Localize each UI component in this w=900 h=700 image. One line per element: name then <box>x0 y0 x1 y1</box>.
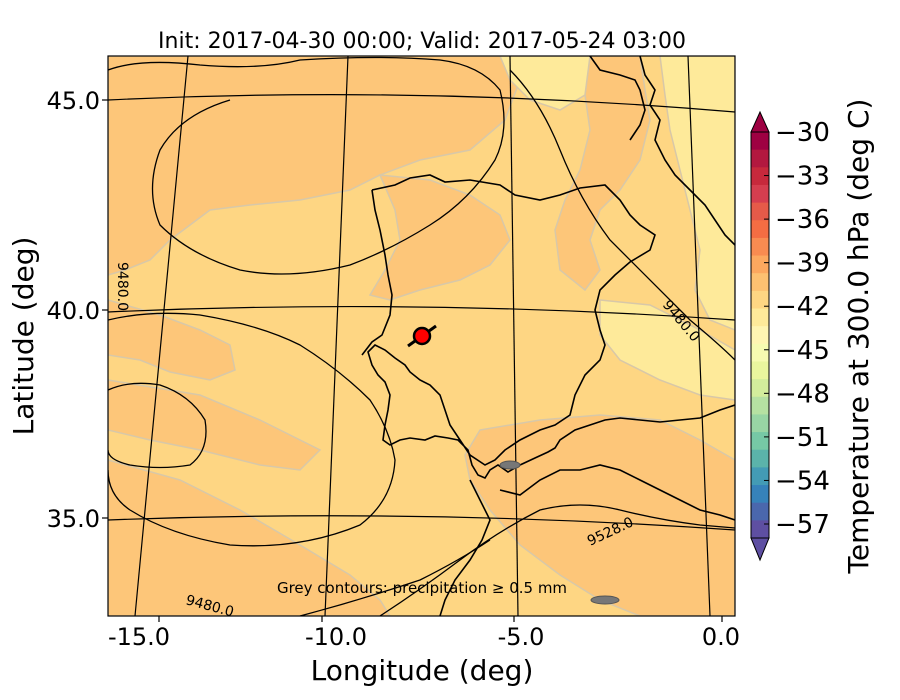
colorbar-tick-label: −48 <box>775 379 830 409</box>
temperature-fill-warm <box>108 56 735 616</box>
colorbar-segment <box>751 502 769 521</box>
height-contours <box>108 56 735 616</box>
colorbar-tick-label: −42 <box>775 292 830 322</box>
y-axis-label: Latitude (deg) <box>7 237 40 436</box>
colorbar-tick-label: −36 <box>775 205 830 235</box>
point-marker <box>407 324 437 348</box>
colorbar-segment <box>751 326 769 345</box>
colorbar-tick-label: −39 <box>775 249 830 279</box>
colorbar-segment <box>751 220 769 239</box>
colorbar-tick-label: −57 <box>775 510 830 540</box>
colorbar-tick-label: −51 <box>775 423 830 453</box>
colorbar-segment <box>751 449 769 468</box>
x-tick-label: -10.0 <box>305 623 367 651</box>
colorbar-segment <box>751 361 769 380</box>
colorbar-label: Temperature at 300.0 hPa (deg C) <box>842 99 875 575</box>
tick-marks <box>102 99 723 622</box>
temperature-fill-cool <box>499 56 735 401</box>
colorbar-tick-label: −45 <box>775 336 830 366</box>
x-tick-label: -5.0 <box>498 623 545 651</box>
colorbar-segment <box>751 184 769 204</box>
colorbar-segments <box>751 132 769 539</box>
y-tick-labels: 45.0 40.0 35.0 <box>47 87 100 533</box>
colorbar-segment <box>751 149 769 168</box>
colorbar-segment <box>751 520 769 539</box>
x-axis-label: Longitude (deg) <box>311 654 534 687</box>
colorbar-extend-top <box>750 110 770 133</box>
colorbar-segment <box>751 255 769 274</box>
y-tick-label: 40.0 <box>47 297 100 325</box>
colorbar-segment <box>751 132 769 151</box>
x-tick-labels: -15.0 -10.0 -5.0 0.0 <box>108 623 740 651</box>
colorbar-segment <box>751 290 769 310</box>
colorbar-tick-label: −54 <box>775 466 830 496</box>
colorbar-segment <box>751 485 769 504</box>
map-frame <box>107 55 736 617</box>
colorbar-segment <box>751 379 769 398</box>
precipitation-annotation: Grey contours: precipitation ≥ 0.5 mm <box>277 579 567 597</box>
colorbar-segment <box>751 273 769 292</box>
colorbar-segment <box>751 308 769 327</box>
figure-title: Init: 2017-04-30 00:00; Valid: 2017-05-2… <box>158 29 686 54</box>
colorbar-segment <box>751 167 769 186</box>
colorbar: −30 −33 −36 −39 −42 −45 −48 −51 −54 −57 <box>750 110 830 562</box>
colorbar-segment <box>751 432 769 451</box>
colorbar-segment <box>751 467 769 486</box>
coastlines <box>361 56 735 616</box>
colorbar-extend-bottom <box>750 537 770 562</box>
contour-label: 9480.0 <box>114 262 130 311</box>
x-tick-label: 0.0 <box>702 623 740 651</box>
precipitation-patches <box>499 460 620 605</box>
colorbar-segment <box>751 414 769 433</box>
colorbar-segment <box>751 396 769 415</box>
x-tick-label: -15.0 <box>108 623 170 651</box>
colorbar-tick-label: −30 <box>775 118 830 148</box>
colorbar-segment <box>751 343 769 362</box>
map-panel: 9480.0 9480.0 9528.0 9480.0 Grey contour… <box>107 55 736 617</box>
y-tick-label: 45.0 <box>47 87 100 115</box>
y-tick-label: 35.0 <box>47 505 100 533</box>
colorbar-tick-label: −33 <box>775 162 830 192</box>
colorbar-segment <box>751 202 769 221</box>
colorbar-frame <box>750 131 770 539</box>
colorbar-ticks: −30 −33 −36 −39 −42 −45 −48 −51 −54 −57 <box>764 118 830 540</box>
colorbar-segment <box>751 237 769 257</box>
